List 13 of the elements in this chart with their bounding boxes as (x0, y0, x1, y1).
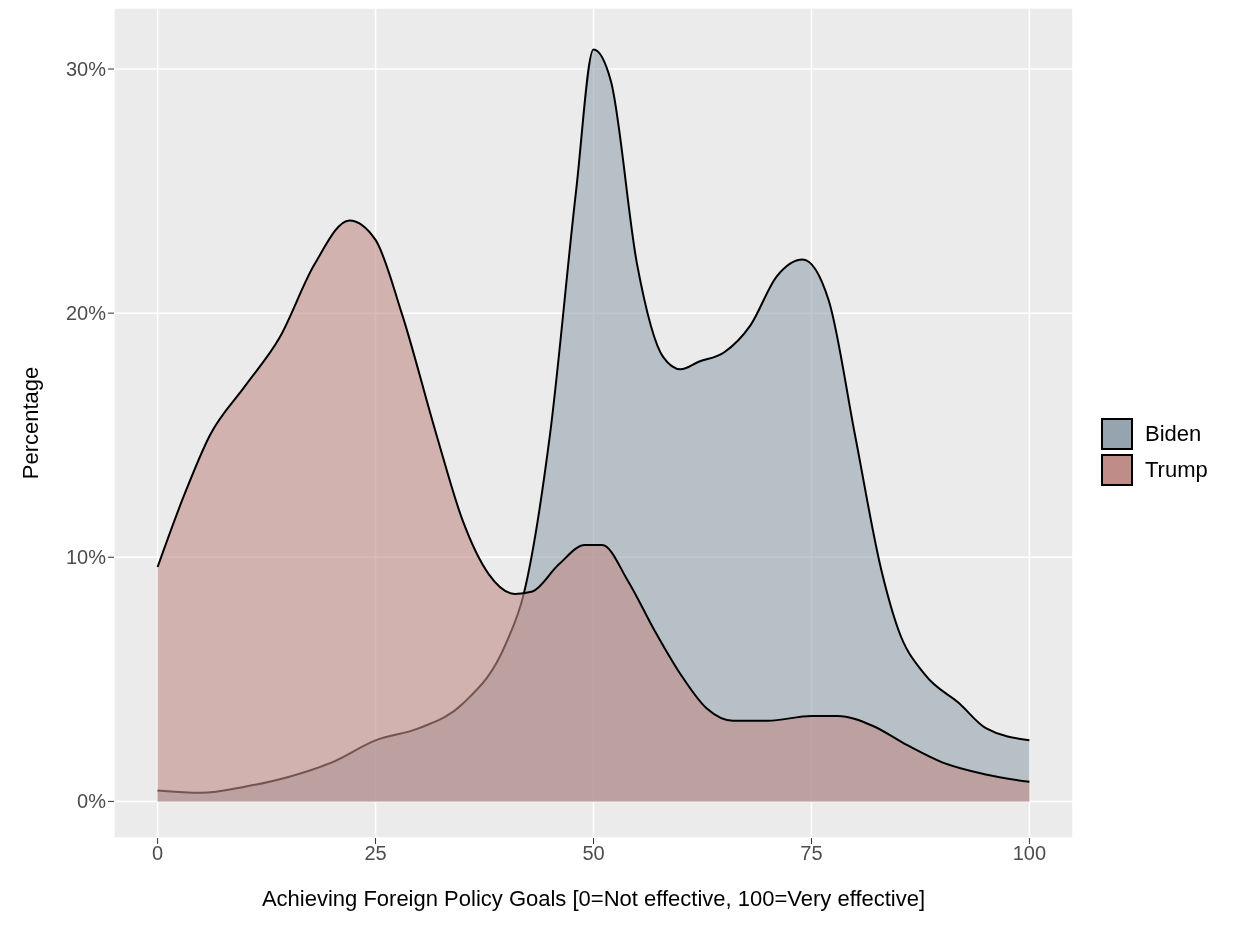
y-tick-label: 20% (65, 302, 107, 325)
x-axis-title: Achieving Foreign Policy Goals [0=Not effective, 100=Very effective] (261, 886, 926, 911)
x-tick-label: 100 (1012, 842, 1047, 865)
y-tick-label: 30% (65, 58, 107, 81)
y-tick-label: 10% (65, 546, 107, 569)
y-tick-label: 0% (77, 790, 107, 813)
legend-label: Trump (1145, 457, 1208, 483)
legend-label: Biden (1145, 421, 1202, 447)
y-axis-title: Percentage (17, 366, 43, 480)
x-tick-label: 50 (582, 842, 605, 865)
x-tick-label: 25 (364, 842, 387, 865)
x-tick-label: 75 (800, 842, 823, 865)
x-tick-label: 0 (152, 842, 164, 865)
